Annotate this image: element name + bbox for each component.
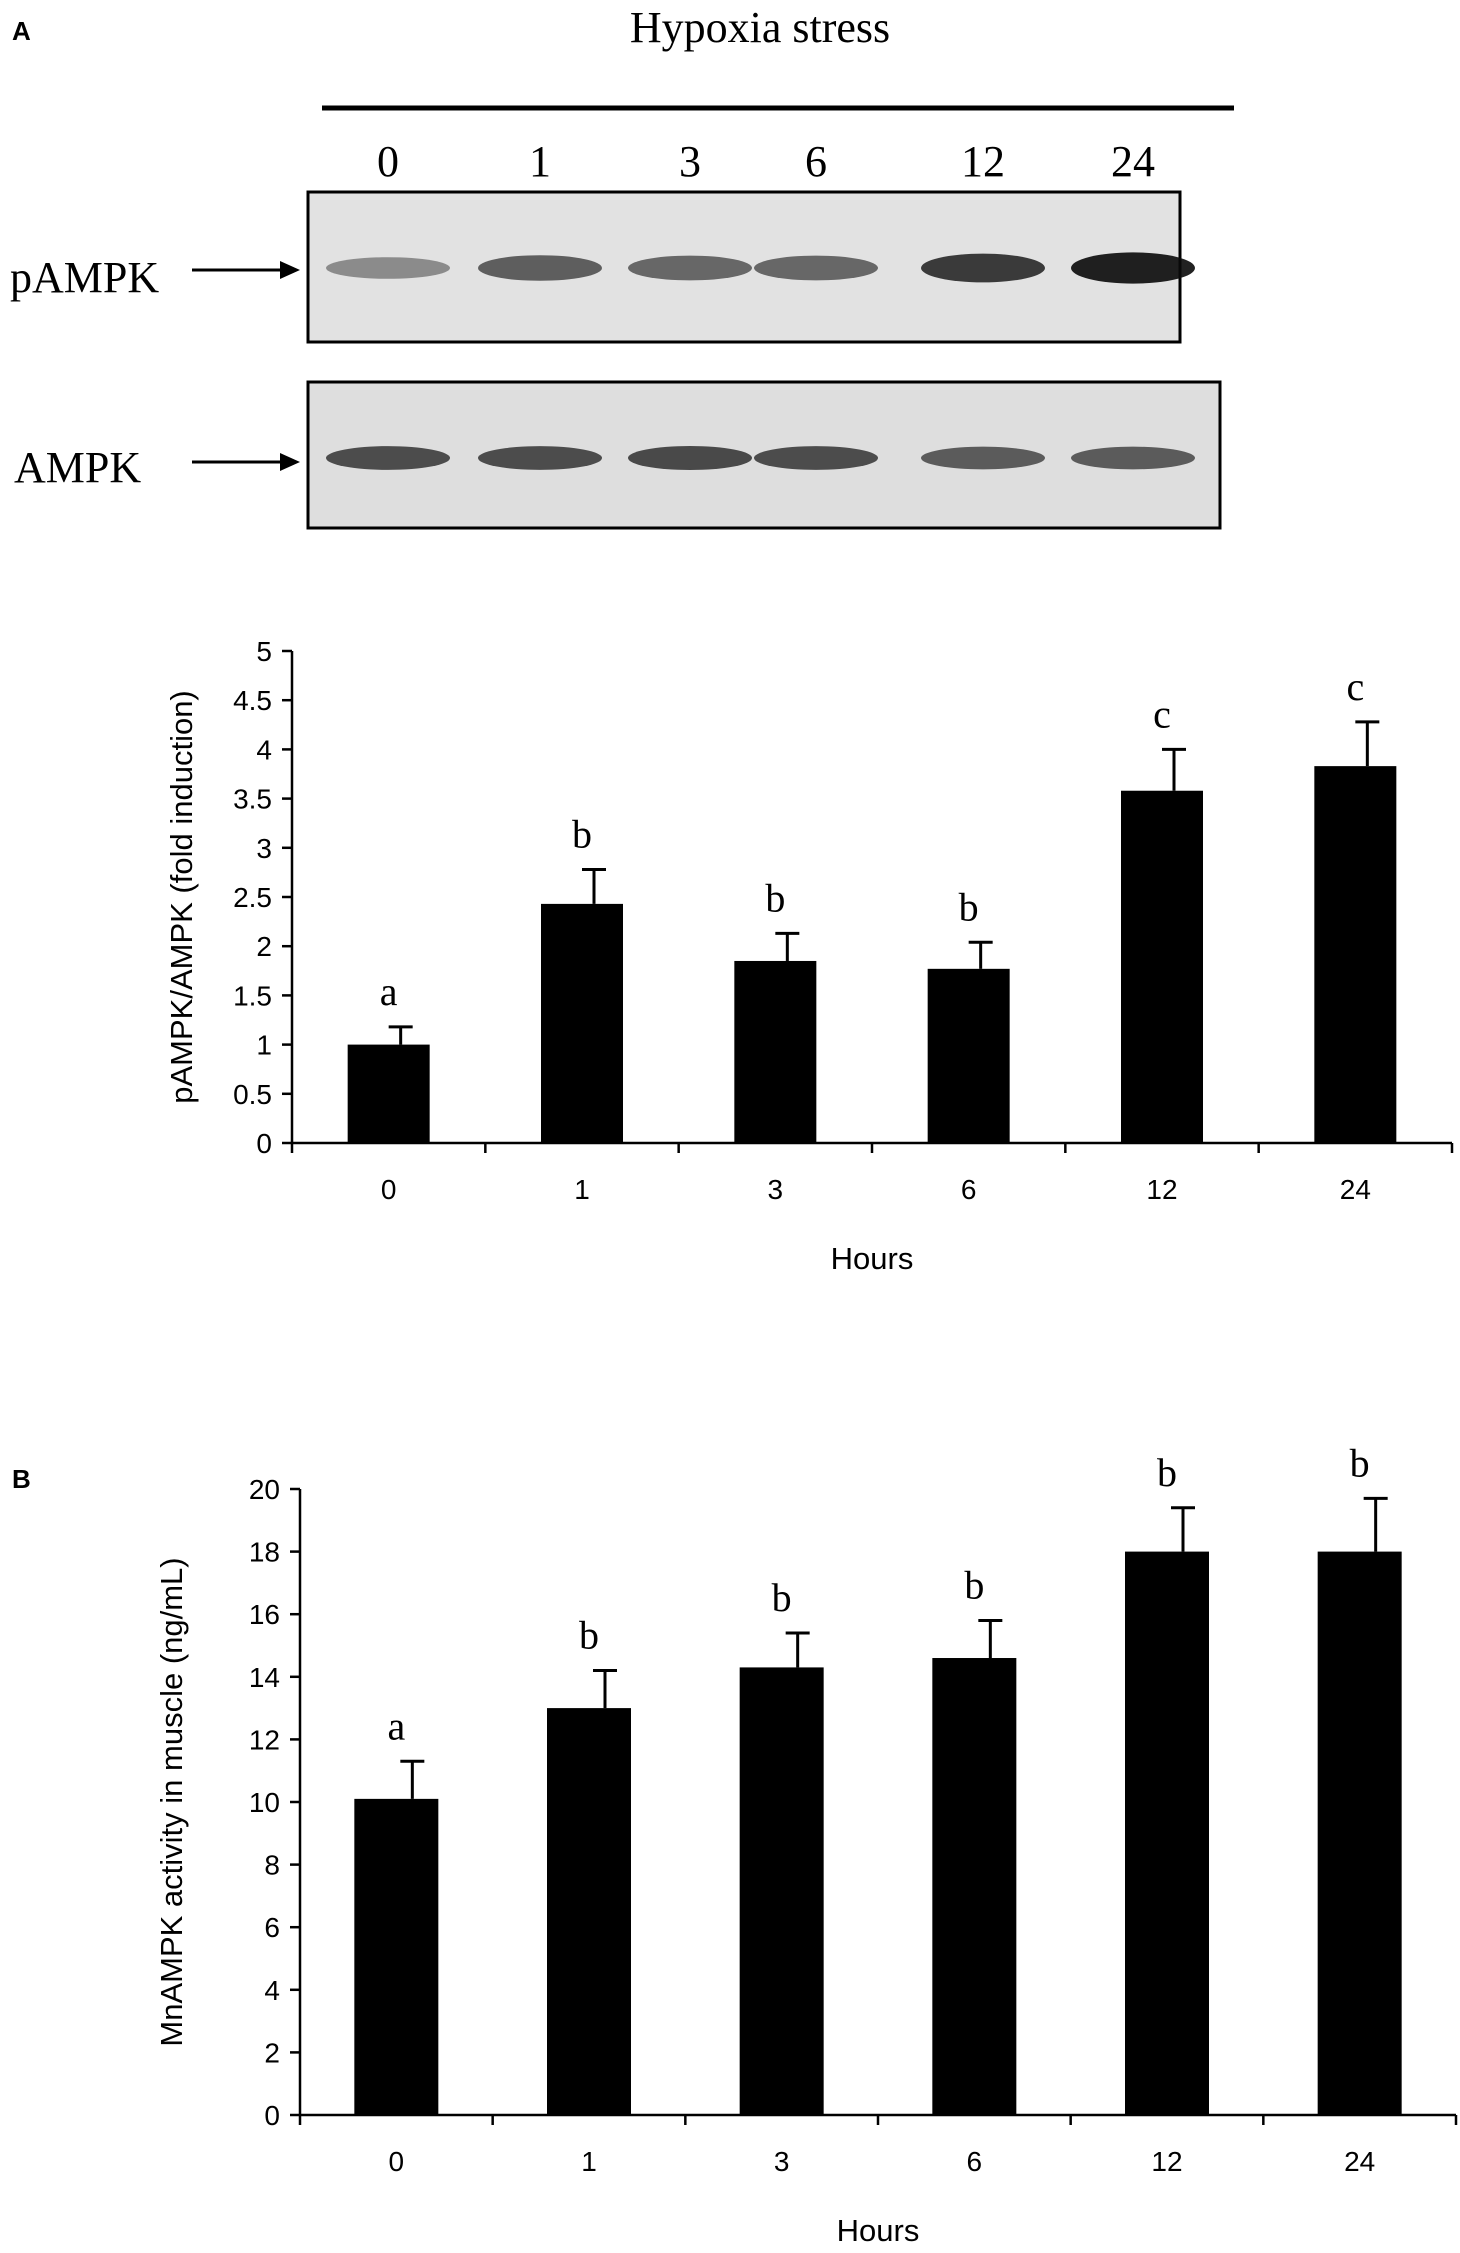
significance-letter: b (772, 1575, 792, 1620)
blot-band (628, 445, 752, 471)
ampk-bands (326, 445, 1195, 471)
blot-band (326, 446, 450, 470)
y-tick-label: 12 (249, 1724, 280, 1755)
y-tick-label: 6 (264, 1912, 280, 1943)
significance-letter: b (964, 1562, 984, 1607)
blot-band (326, 257, 450, 279)
bar (739, 1667, 824, 2115)
bar (1317, 1551, 1402, 2115)
blot-band (1071, 446, 1195, 470)
y-tick-label: 8 (264, 1850, 280, 1881)
y-tick-label: 3.5 (233, 784, 272, 815)
y-tick-label: 0 (264, 2100, 280, 2131)
significance-letter: b (959, 884, 979, 929)
chart-b: 02468101214161820a0b1b3b6b12b24HoursMnAM… (154, 1440, 1458, 2248)
y-axis-title: MnAMPK activity in muscle (ng/mL) (154, 1557, 189, 2046)
y-tick-label: 14 (249, 1662, 280, 1693)
x-tick-label: 3 (768, 1174, 784, 1205)
x-tick-label: 0 (381, 1174, 397, 1205)
bar (1314, 766, 1397, 1143)
significance-letter: b (572, 811, 592, 856)
bar (734, 960, 817, 1143)
y-tick-label: 2 (256, 931, 272, 962)
y-tick-label: 4.5 (233, 685, 272, 716)
x-axis-title: Hours (831, 1241, 914, 1276)
blot-band (478, 255, 602, 281)
bar (932, 1658, 1017, 2115)
blot-band (754, 446, 878, 470)
bar (547, 1708, 631, 2115)
chart-a: 0 0.5 1 1.5 2 2.5 3 3.5 4 4.5 5 a 0 b 1 b 3 b 6 c 12 c 24 Hours… (164, 636, 1454, 1276)
significance-letter: a (380, 969, 398, 1014)
significance-letter: a (387, 1703, 405, 1748)
significance-letter: b (579, 1613, 599, 1658)
y-tick-label: 20 (249, 1474, 280, 1505)
western-blot: Hypoxia stress 0 1 3 6 12 24 pAMPK AMPK (10, 3, 1234, 530)
blot-lane-label: 1 (529, 137, 551, 186)
bar (347, 1044, 430, 1143)
significance-letter: b (765, 875, 785, 920)
y-tick-label: 1.5 (233, 980, 272, 1011)
y-tick-label: 2.5 (233, 882, 272, 913)
blot-row-label-ampk: AMPK (14, 443, 141, 492)
x-tick-label: 24 (1340, 1174, 1371, 1205)
significance-letter: b (1350, 1440, 1370, 1485)
x-tick-label: 6 (967, 2146, 983, 2177)
pampk-bands (326, 252, 1195, 284)
y-tick-label: 0.5 (233, 1079, 272, 1110)
x-tick-label: 0 (389, 2146, 405, 2177)
ampk-arrowhead (280, 453, 300, 471)
bar (354, 1798, 439, 2115)
blot-row-label-pampk: pAMPK (10, 253, 159, 302)
y-tick-label: 3 (256, 833, 272, 864)
significance-letter: c (1346, 664, 1364, 709)
blot-lane-labels: 0 1 3 6 12 24 (377, 137, 1155, 186)
significance-letter: c (1153, 691, 1171, 736)
blot-band (1071, 252, 1195, 284)
pampk-arrowhead (280, 261, 300, 279)
blot-band (628, 255, 752, 281)
blot-lane-label: 0 (377, 137, 399, 186)
blot-lane-label: 12 (961, 137, 1005, 186)
x-tick-label: 24 (1344, 2146, 1375, 2177)
x-tick-label: 1 (581, 2146, 597, 2177)
y-tick-label: 1 (256, 1030, 272, 1061)
panel-a-label: A (12, 16, 31, 46)
bar (1121, 790, 1203, 1143)
y-tick-label: 5 (256, 636, 272, 667)
panel-b-label: B (12, 1464, 31, 1494)
y-tick-label: 18 (249, 1537, 280, 1568)
blot-lane-label: 24 (1111, 137, 1155, 186)
y-tick-label: 4 (256, 734, 272, 765)
blot-lane-label: 3 (679, 137, 701, 186)
blot-header: Hypoxia stress (630, 3, 890, 52)
y-tick-label: 0 (256, 1128, 272, 1159)
y-tick-label: 10 (249, 1787, 280, 1818)
x-tick-label: 1 (574, 1174, 590, 1205)
x-tick-label: 12 (1151, 2146, 1182, 2177)
blot-band (921, 253, 1045, 283)
blot-band (478, 446, 602, 470)
bar (927, 968, 1010, 1143)
bar (541, 903, 623, 1143)
x-axis-title: Hours (837, 2213, 920, 2248)
y-tick-label: 16 (249, 1599, 280, 1630)
x-tick-label: 12 (1146, 1174, 1177, 1205)
blot-band (754, 255, 878, 281)
blot-lane-label: 6 (805, 137, 827, 186)
y-axis-title: pAMPK/AMPK (fold induction) (164, 690, 199, 1104)
bar (1125, 1551, 1209, 2115)
x-tick-label: 6 (961, 1174, 977, 1205)
blot-band (921, 446, 1045, 470)
y-tick-label: 4 (264, 1975, 280, 2006)
significance-letter: b (1157, 1450, 1177, 1495)
x-tick-label: 3 (774, 2146, 790, 2177)
y-tick-label: 2 (264, 2037, 280, 2068)
